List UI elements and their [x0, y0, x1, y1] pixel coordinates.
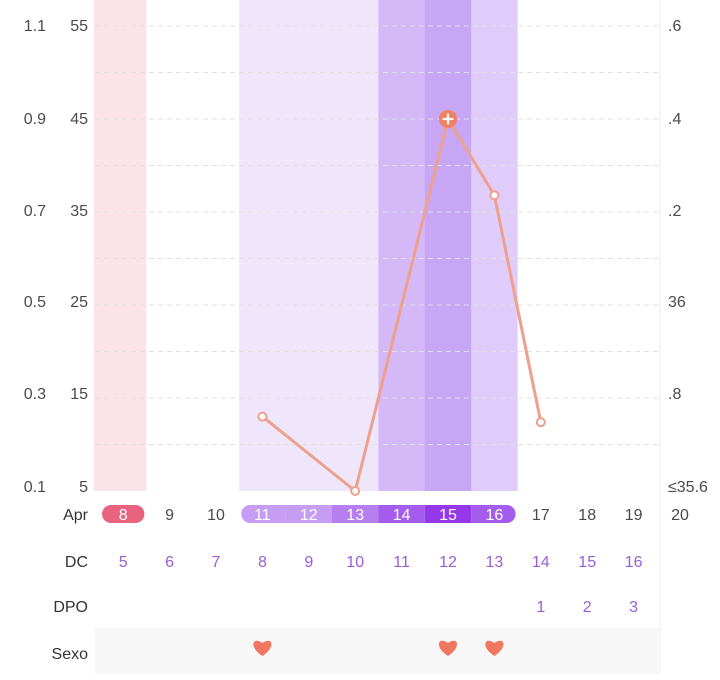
pill-segment — [332, 505, 379, 523]
heart-icon — [485, 640, 504, 656]
y-tick-left-inner: 5 — [79, 479, 88, 496]
y-tick-left-outer: 0.1 — [24, 479, 46, 496]
dc-value: 15 — [578, 554, 596, 571]
date-label: 8 — [119, 507, 128, 524]
pill-segment — [102, 505, 145, 523]
y-tick-left-outer: 0.3 — [24, 386, 46, 403]
data-point — [535, 417, 546, 428]
period-pill — [102, 505, 145, 523]
date-label: 17 — [532, 507, 550, 524]
dc-value: 9 — [304, 554, 313, 571]
date-label: 10 — [207, 507, 225, 524]
dc-value: 8 — [258, 554, 267, 571]
month-label: Apr — [63, 507, 89, 524]
dc-value: 11 — [393, 554, 410, 571]
y-tick-right: 36 — [668, 294, 686, 311]
heart-icon — [253, 640, 272, 656]
date-label: 12 — [300, 507, 318, 524]
data-point — [489, 190, 500, 201]
data-point — [257, 411, 268, 422]
y-tick-left-outer: 0.7 — [24, 203, 46, 220]
dc-value: 16 — [625, 554, 643, 571]
date-label: 16 — [486, 507, 504, 524]
dc-value: 12 — [439, 554, 457, 571]
dc-value: 13 — [486, 554, 504, 571]
dc-value: 6 — [165, 554, 174, 571]
y-tick-left-outer: 0.9 — [24, 111, 46, 128]
dpo-value: 3 — [629, 599, 638, 616]
date-label: 15 — [439, 507, 457, 524]
date-label: 13 — [346, 507, 364, 524]
y-tick-left-inner: 55 — [70, 18, 88, 35]
y-tick-right: .4 — [668, 111, 681, 128]
data-point — [350, 486, 361, 496]
sexo-row-label: Sexo — [52, 646, 89, 663]
pill-segment — [471, 505, 516, 523]
y-tick-left-outer: 0.5 — [24, 294, 46, 311]
pill-segment — [241, 505, 286, 523]
dc-value: 7 — [212, 554, 221, 571]
y-tick-left-inner: 25 — [70, 294, 88, 311]
dpo-row-label: DPO — [53, 599, 88, 616]
dc-row-label: DC — [65, 554, 88, 571]
y-tick-left-outer: 1.1 — [24, 18, 46, 35]
post-peak-band — [471, 0, 518, 491]
date-label: 20 — [671, 507, 689, 524]
fertile-pill — [241, 505, 516, 523]
date-label: 18 — [578, 507, 596, 524]
ovulation-day-band — [424, 0, 472, 491]
dc-value: 10 — [346, 554, 364, 571]
sexo-row-background — [95, 628, 660, 674]
dc-value: 14 — [532, 554, 550, 571]
period-band — [94, 0, 147, 491]
dc-value: 5 — [119, 554, 128, 571]
plus-icon — [442, 113, 454, 125]
date-label: 14 — [393, 507, 411, 524]
y-tick-right: .8 — [668, 386, 681, 403]
pill-segment — [424, 505, 472, 523]
y-tick-left-inner: 45 — [70, 111, 88, 128]
y-tick-left-inner: 35 — [70, 203, 88, 220]
date-label: 9 — [165, 507, 174, 524]
y-tick-right: .2 — [668, 203, 681, 220]
pill-segment — [285, 505, 332, 523]
date-label: 11 — [254, 507, 271, 524]
date-label: 19 — [625, 507, 643, 524]
y-tick-right: .6 — [668, 18, 681, 35]
dpo-value: 1 — [536, 599, 545, 616]
heart-icon — [438, 640, 458, 656]
y-tick-left-inner: 15 — [70, 386, 88, 403]
y-tick-right: ≤35.6 — [668, 479, 708, 496]
pill-segment — [378, 505, 425, 523]
dpo-value: 2 — [583, 599, 592, 616]
